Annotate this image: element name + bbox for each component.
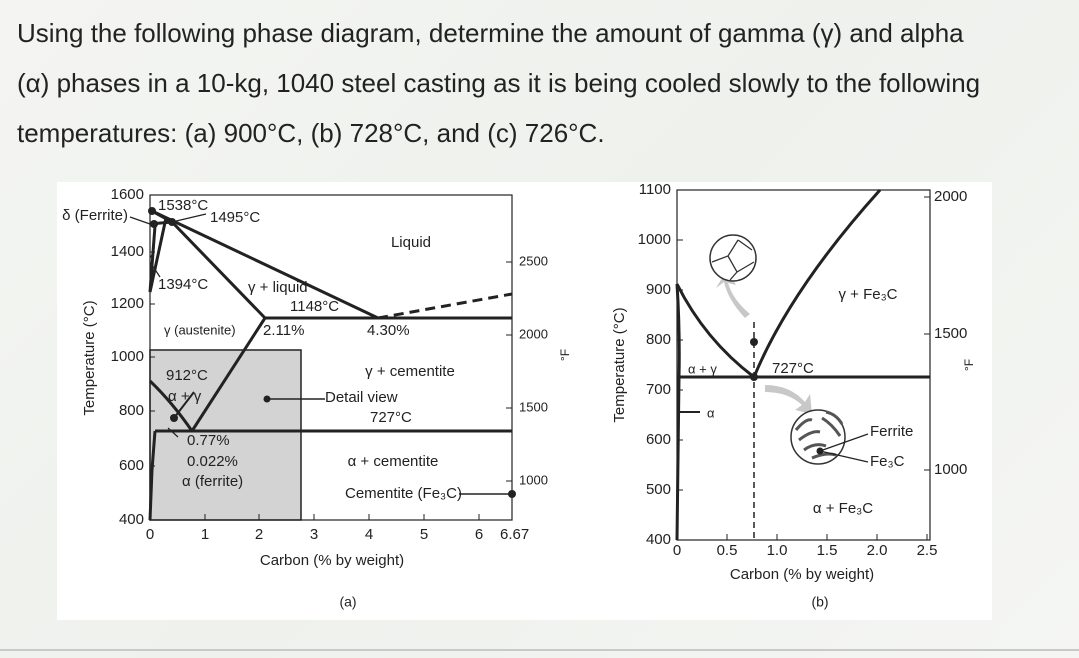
y-tick-label: 900 [646, 281, 671, 298]
label: 4.30% [367, 322, 410, 339]
caption: (a) [339, 594, 356, 610]
x-tick-label: 0 [673, 542, 681, 559]
x-axis-label: Carbon (% by weight) [260, 552, 404, 569]
label: 727°C [370, 409, 412, 426]
y-tick-label: 600 [646, 431, 671, 448]
phase-lines-b [675, 188, 930, 541]
label: γ (austenite) [164, 322, 236, 337]
label: α + Fe₃C [813, 500, 873, 517]
label: δ (Ferrite) [62, 207, 128, 224]
label: γ + liquid [248, 279, 308, 296]
x-tick-label: 1.0 [767, 542, 788, 559]
x-tick-label: 5 [420, 526, 428, 543]
f-tick-label: 2500 [519, 253, 548, 268]
y-tick-label: 400 [119, 511, 144, 528]
y-tick-label: 700 [646, 381, 671, 398]
label: α + γ [688, 361, 717, 376]
x-tick-label: 2.5 [917, 542, 938, 559]
label: 1148°C [290, 298, 339, 315]
label: α [707, 405, 715, 420]
x-axis-label: Carbon (% by weight) [730, 566, 874, 583]
axes-b [676, 189, 931, 541]
y-axis-label: Temperature (°C) [611, 307, 628, 422]
label: α + cementite [348, 453, 439, 470]
f-tick-label: 2000 [934, 188, 967, 205]
y-tick-label: 1600 [111, 186, 144, 203]
y-tick-label: 1200 [111, 295, 144, 312]
label: Liquid [391, 234, 431, 251]
label: Fe₃C [870, 453, 905, 470]
y-tick-label: 800 [119, 402, 144, 419]
label: 0.77% [187, 432, 230, 449]
y-tick-label: 800 [646, 331, 671, 348]
label: α (ferrite) [182, 473, 243, 490]
question-line: Using the following phase diagram, deter… [17, 18, 964, 48]
question-line: temperatures: (a) 900°C, (b) 728°C, and … [17, 118, 605, 148]
label: 1394°C [158, 276, 208, 293]
x-tick-label: 3 [310, 526, 318, 543]
label: Ferrite [870, 423, 913, 440]
label: γ + Fe₃C [838, 286, 897, 303]
x-tick-label: 0.5 [717, 542, 738, 559]
x-tick-label: 4 [365, 526, 373, 543]
label: 1538°C [158, 197, 208, 214]
f-tick-label: 1000 [934, 461, 967, 478]
y-tick-label: 1000 [638, 231, 671, 248]
y-tick-label: 1000 [111, 348, 144, 365]
f-tick-label: 2000 [519, 326, 548, 341]
x-tick-label: 6.67 [500, 526, 529, 543]
x-tick-label: 0 [146, 526, 154, 543]
question-line: (α) phases in a 10-kg, 1040 steel castin… [17, 68, 981, 98]
x-tick-label: 1.5 [817, 542, 838, 559]
x-tick-label: 2.0 [867, 542, 888, 559]
y-tick-label: 1100 [639, 182, 671, 198]
label: 912°C [166, 367, 208, 384]
x-tick-label: 1 [201, 526, 209, 543]
x-tick-label: 2 [255, 526, 263, 543]
y-tick-label: 500 [646, 481, 671, 498]
y-axis-label: Temperature (°C) [81, 300, 98, 415]
f-axis-label: °F [962, 359, 976, 371]
label: γ + cementite [365, 363, 455, 380]
phase-lines-a [129, 207, 516, 521]
y-tick-label: 1400 [111, 243, 144, 260]
f-tick-label: 1500 [934, 325, 967, 342]
label: 2.11% [263, 322, 304, 339]
divider [0, 649, 1079, 651]
caption: (b) [811, 594, 828, 610]
y-tick-label: 400 [646, 531, 671, 548]
f-axis-label: °F [558, 349, 572, 361]
f-tick-label: 1500 [519, 399, 548, 414]
question: Using the following phase diagram, deter… [17, 8, 980, 158]
x-tick-label: 6 [475, 526, 483, 543]
label: 727°C [772, 360, 814, 377]
y-tick-label: 600 [119, 457, 144, 474]
label: 0.022% [187, 453, 238, 470]
label: Detail view [325, 389, 398, 406]
label: 1495°C [210, 209, 260, 226]
label: Cementite (Fe₃C) [345, 485, 462, 502]
f-tick-label: 1000 [519, 472, 548, 487]
label: α + γ [168, 388, 202, 405]
